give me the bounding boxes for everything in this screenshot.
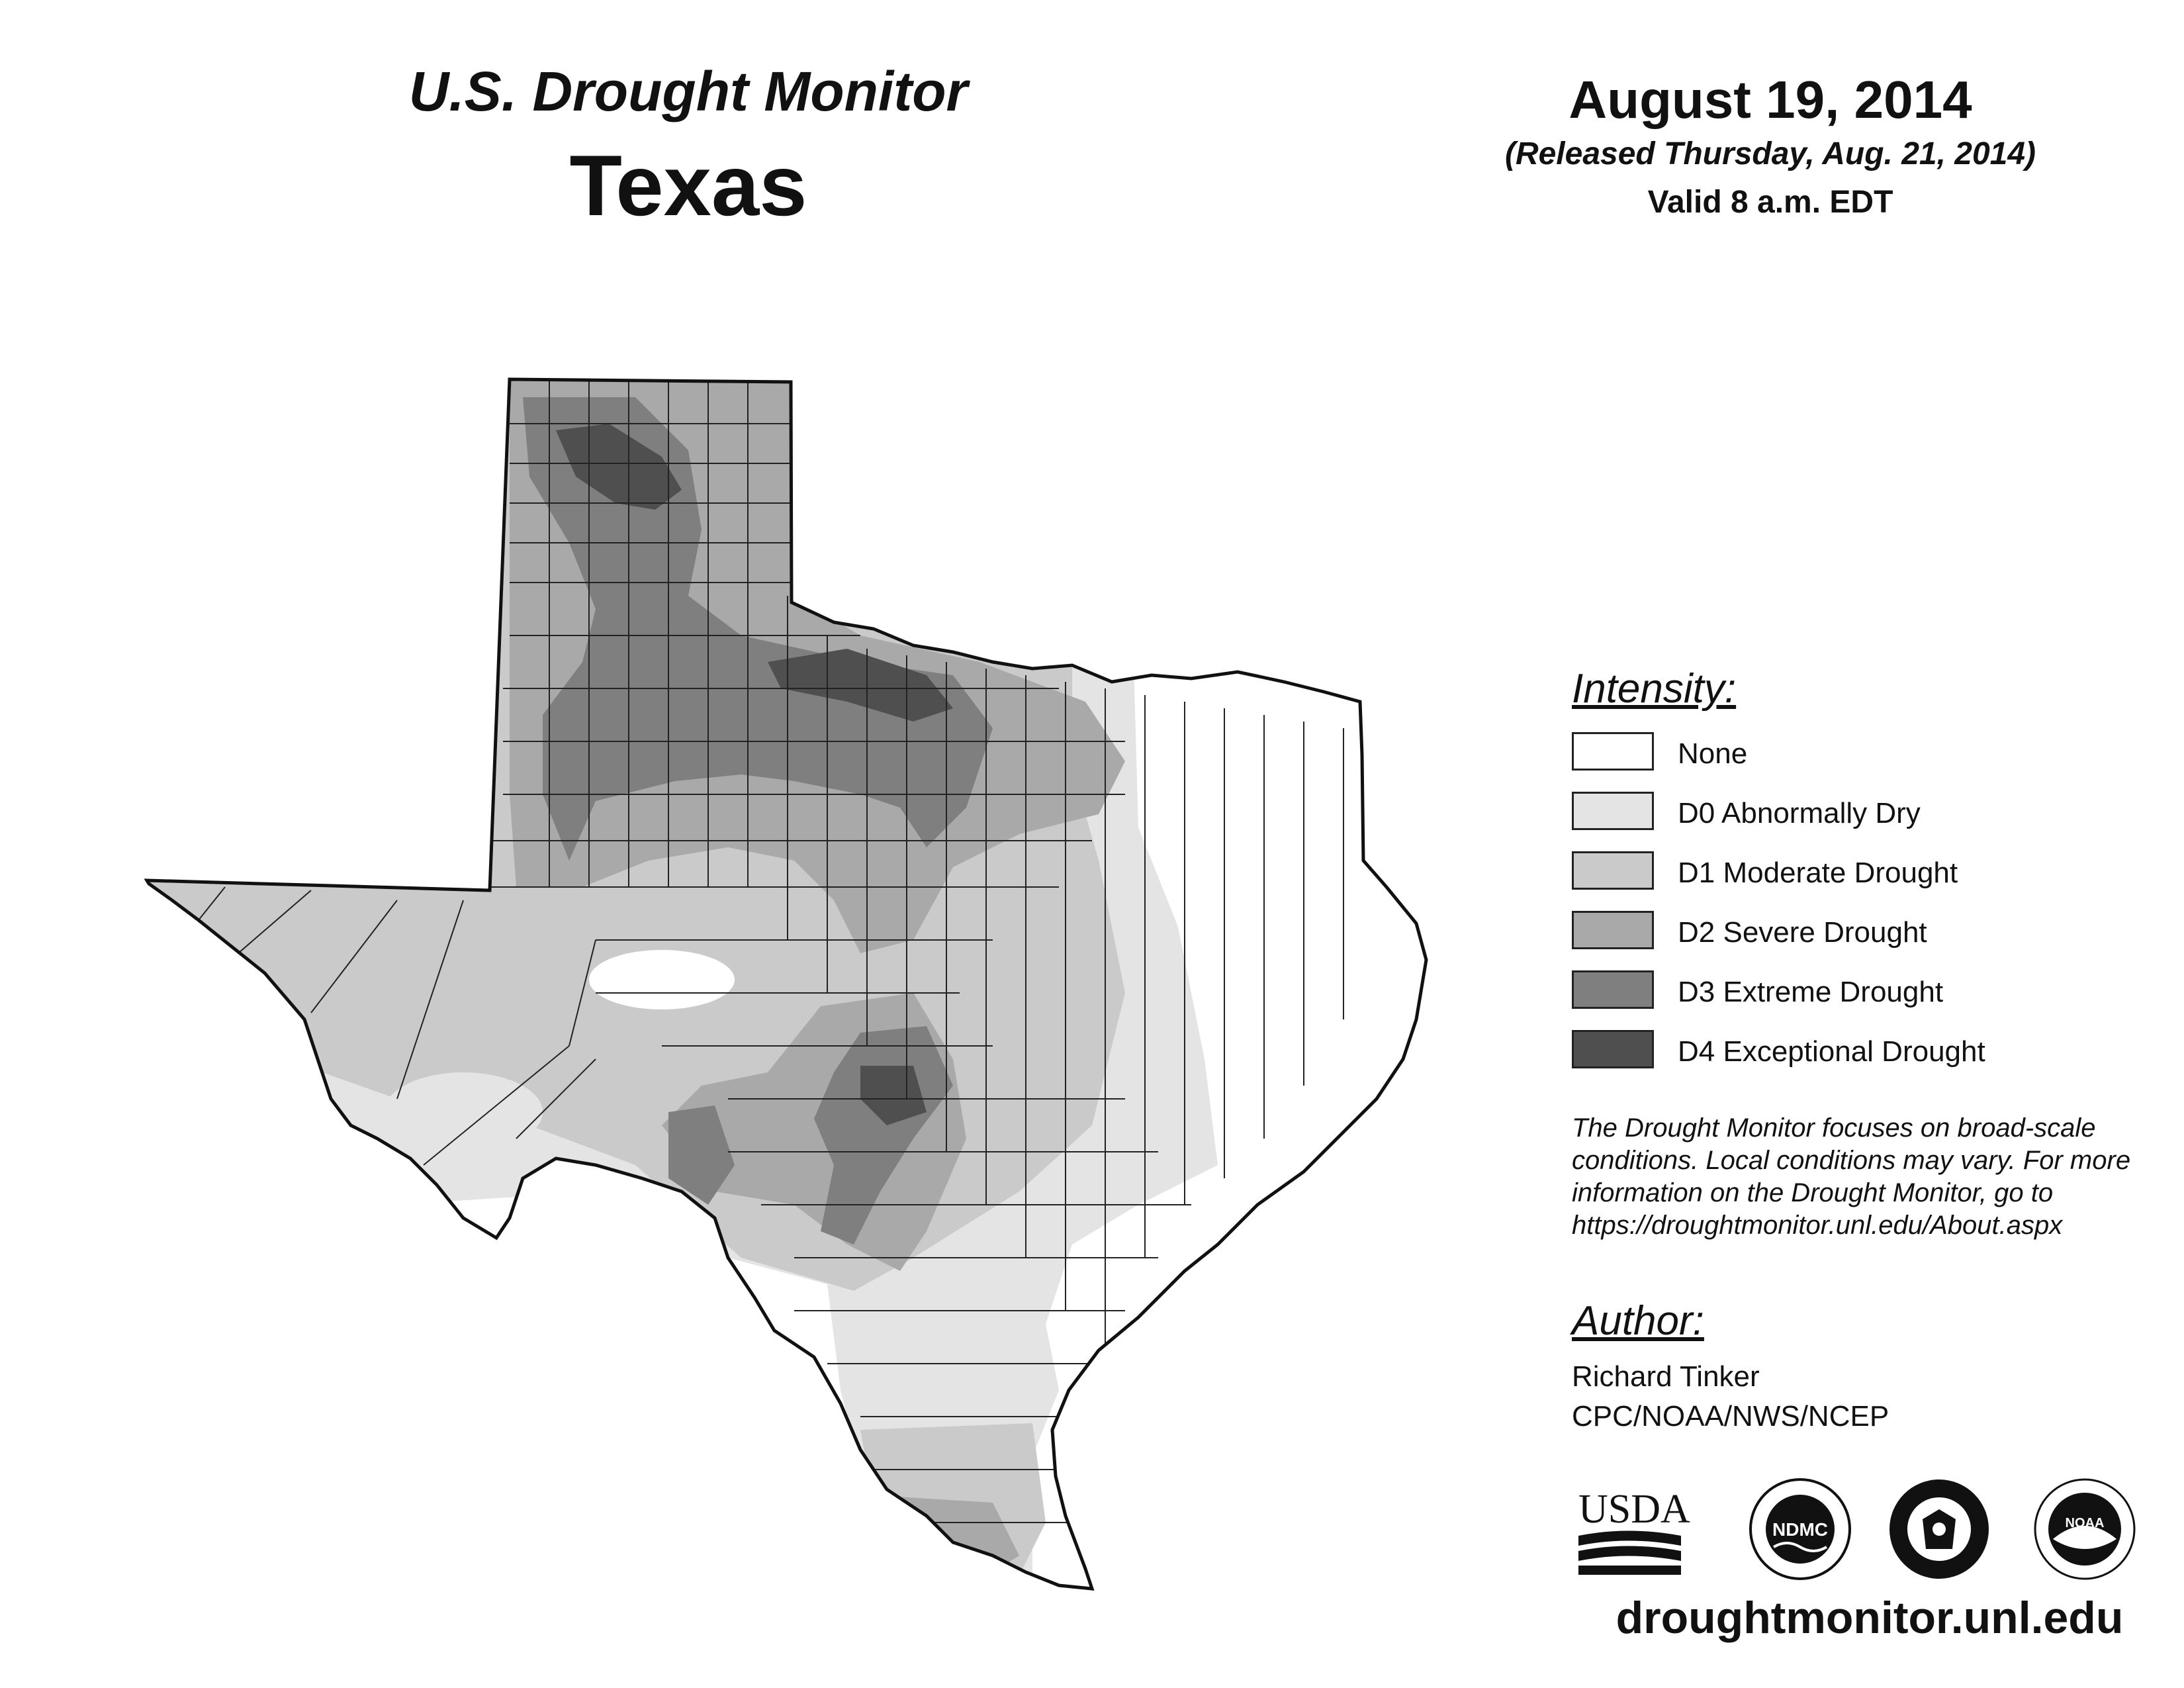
- valid-time: Valid 8 a.m. EDT: [1647, 185, 1893, 220]
- ndmc-logo-text: NDMC: [1772, 1519, 1828, 1540]
- legend-item-d2: D2 Severe Drought: [1572, 911, 2167, 970]
- author-organization: CPC/NOAA/NWS/NCEP: [1572, 1400, 1889, 1432]
- zone-d3-panhandle: [523, 397, 993, 861]
- website-link[interactable]: droughtmonitor.unl.edu: [1615, 1593, 2124, 1643]
- noaa-logo: NOAA: [2034, 1478, 2136, 1580]
- author-name: Richard Tinker: [1572, 1360, 1760, 1393]
- zone-d3-west: [668, 1105, 735, 1205]
- zone-d0-pocket: [384, 1072, 543, 1152]
- usda-logo: USDA: [1578, 1487, 1690, 1575]
- noaa-logo-text: NOAA: [2066, 1516, 2105, 1530]
- note-line: The Drought Monitor focuses on broad-sca…: [1572, 1113, 2096, 1143]
- legend-label: D4 Exceptional Drought: [1678, 1035, 1985, 1068]
- usda-logo-text: USDA: [1578, 1487, 1690, 1532]
- legend-item-none: None: [1572, 732, 2167, 792]
- legend-item-d3: D3 Extreme Drought: [1572, 970, 2167, 1030]
- legend: Intensity: None D0 Abnormally Dry D1 Mod…: [1572, 665, 2167, 1090]
- disclaimer-note: The Drought Monitor focuses on broad-sca…: [1572, 1112, 2167, 1242]
- legend-swatch-d1: [1572, 851, 1654, 890]
- county-lines: [198, 379, 1344, 1523]
- legend-label: D2 Severe Drought: [1678, 916, 1927, 949]
- note-line: information on the Drought Monitor, go t…: [1572, 1178, 2054, 1207]
- drought-intensity-layer: [147, 379, 1426, 1589]
- commerce-seal-logo: [1889, 1479, 1989, 1579]
- legend-label: None: [1678, 737, 1748, 770]
- note-link[interactable]: https://droughtmonitor.unl.edu/About.asp…: [1572, 1211, 2063, 1240]
- state-name: Texas: [569, 137, 807, 234]
- map-title: U.S. Drought Monitor: [408, 60, 968, 122]
- legend-label: D1 Moderate Drought: [1678, 857, 1958, 889]
- legend-item-d1: D1 Moderate Drought: [1572, 851, 2167, 911]
- legend-item-d0: D0 Abnormally Dry: [1572, 792, 2167, 851]
- legend-swatch-none: [1572, 732, 1654, 771]
- release-date: (Released Thursday, Aug. 21, 2014): [1504, 136, 2036, 171]
- partner-logos: USDA NDMC NOAA: [1578, 1478, 2136, 1580]
- zone-d4-panhandle: [556, 424, 682, 510]
- author-heading: Author:: [1572, 1298, 1704, 1344]
- legend-swatch-d2: [1572, 911, 1654, 949]
- legend-swatch-d3: [1572, 970, 1654, 1009]
- legend-heading: Intensity:: [1572, 666, 1737, 712]
- zone-none-pocket: [589, 950, 735, 1009]
- texas-drought-map: [144, 377, 1428, 1591]
- map-date: August 19, 2014: [1569, 70, 1972, 129]
- legend-label: D3 Extreme Drought: [1678, 976, 1944, 1008]
- legend-item-d4: D4 Exceptional Drought: [1572, 1030, 2167, 1090]
- ndmc-logo: NDMC: [1749, 1478, 1851, 1580]
- legend-label: D0 Abnormally Dry: [1678, 797, 1921, 829]
- legend-swatch-d4: [1572, 1030, 1654, 1068]
- note-line: conditions. Local conditions may vary. F…: [1572, 1146, 2131, 1175]
- legend-swatch-d0: [1572, 792, 1654, 830]
- zone-d3-central: [814, 1026, 953, 1244]
- texas-outline: [144, 377, 1428, 1591]
- zone-d4-central: [860, 1066, 927, 1125]
